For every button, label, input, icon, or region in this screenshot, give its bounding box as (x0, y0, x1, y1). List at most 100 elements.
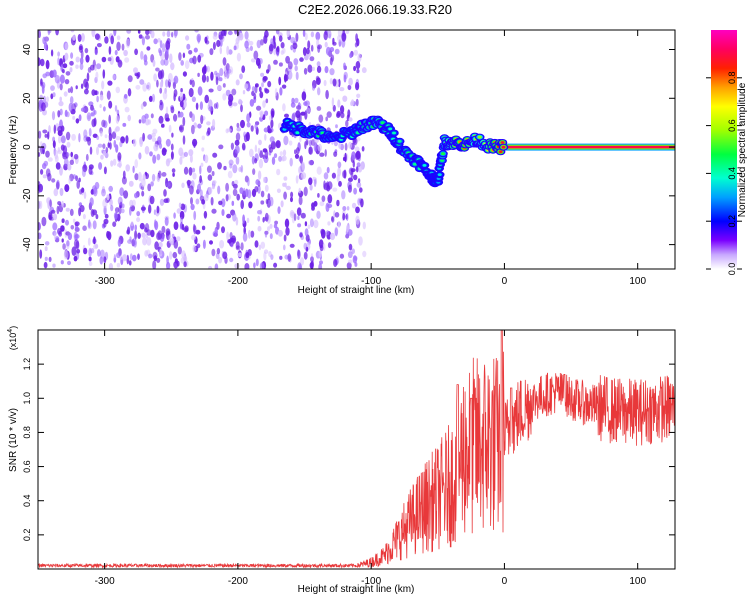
noise-blob (41, 84, 45, 94)
noise-blob (97, 143, 103, 148)
noise-blob (85, 54, 90, 63)
noise-blob (142, 82, 148, 92)
noise-blob (62, 145, 68, 155)
noise-blob (326, 230, 330, 236)
noise-blob (144, 227, 148, 233)
noise-blob (78, 114, 82, 122)
noise-blob (197, 86, 203, 96)
noise-blob (319, 201, 325, 207)
noise-blob (152, 59, 156, 67)
top-x-tick-label: 0 (502, 276, 508, 287)
noise-blob (40, 169, 44, 175)
noise-blob (137, 253, 140, 260)
noise-blob (181, 250, 186, 259)
noise-blob (265, 98, 269, 104)
noise-blob (302, 30, 306, 37)
noise-blob (67, 163, 72, 171)
noise-blob (138, 34, 143, 39)
signal-blob (380, 121, 385, 125)
noise-blob (51, 111, 56, 121)
noise-blob (52, 140, 56, 149)
noise-blob (214, 263, 219, 269)
noise-blob (182, 71, 187, 77)
noise-blob (96, 95, 99, 103)
noise-blob (324, 66, 329, 74)
noise-blob (281, 84, 287, 89)
noise-blob (339, 87, 345, 92)
noise-blob (348, 77, 353, 86)
noise-blob (132, 138, 137, 147)
noise-blob (65, 71, 71, 76)
noise-blob (108, 132, 113, 142)
noise-blob (146, 229, 152, 236)
noise-blob (101, 80, 105, 90)
noise-blob (117, 152, 122, 161)
noise-blob (64, 109, 68, 117)
noise-blob (327, 203, 333, 208)
noise-blob (59, 166, 63, 176)
noise-blob (285, 185, 291, 191)
noise-blob (323, 30, 328, 41)
noise-blob (115, 136, 121, 141)
noise-blob (85, 81, 89, 90)
snr-panel: -300 -200 -100 0 100 0.2 0.4 0.6 0.8 1.0 1.2 Heig… (7, 326, 676, 595)
noise-blob (183, 166, 189, 175)
noise-blob (136, 73, 140, 80)
noise-blob (326, 111, 332, 118)
noise-blob (281, 155, 285, 162)
noise-blob (192, 172, 197, 180)
noise-blob (266, 69, 270, 74)
noise-blob (180, 216, 183, 224)
noise-blob (183, 227, 189, 233)
noise-blob (129, 206, 132, 216)
noise-blob (115, 56, 120, 63)
noise-blob (109, 142, 112, 150)
noise-blob (97, 249, 101, 257)
noise-blob (110, 35, 114, 45)
noise-blob (87, 67, 92, 73)
noise-blob (66, 141, 71, 148)
colorbar-gradient (711, 30, 737, 269)
noise-blob (284, 218, 290, 228)
bottom-y-tick-label: 0.2 (22, 529, 32, 542)
noise-blob (259, 262, 265, 269)
noise-blob (196, 243, 201, 249)
noise-blob (258, 86, 262, 93)
noise-blob (245, 251, 250, 259)
noise-blob (319, 244, 324, 252)
noise-blob (264, 133, 267, 141)
noise-blob (155, 67, 160, 72)
noise-blob (182, 52, 186, 59)
noise-blob (219, 239, 225, 249)
noise-blob (251, 155, 255, 165)
noise-blob (88, 261, 93, 267)
noise-blob (264, 88, 270, 94)
noise-blob (125, 164, 130, 172)
noise-blob (325, 116, 329, 122)
noise-blob (356, 181, 362, 188)
noise-blob (71, 246, 77, 256)
noise-blob (108, 46, 112, 55)
noise-blob (241, 65, 246, 73)
noise-blob (142, 132, 146, 142)
noise-blob (355, 206, 360, 214)
noise-blob (308, 160, 314, 166)
noise-blob (79, 57, 84, 65)
noise-blob (201, 147, 205, 152)
noise-blob (51, 178, 56, 183)
noise-blob (183, 261, 187, 268)
noise-blob (40, 145, 44, 155)
noise-blob (309, 218, 314, 228)
noise-blob (239, 187, 244, 195)
noise-blob (104, 36, 109, 44)
noise-blob (151, 137, 157, 142)
noise-blob (248, 229, 251, 239)
noise-blob (248, 40, 254, 46)
noise-blob (72, 218, 76, 223)
noise-blob (337, 99, 341, 108)
noise-blob (146, 82, 151, 91)
noise-blob (275, 30, 280, 35)
noise-blob (288, 140, 293, 146)
noise-blob (332, 78, 337, 87)
noise-blob (134, 230, 138, 240)
